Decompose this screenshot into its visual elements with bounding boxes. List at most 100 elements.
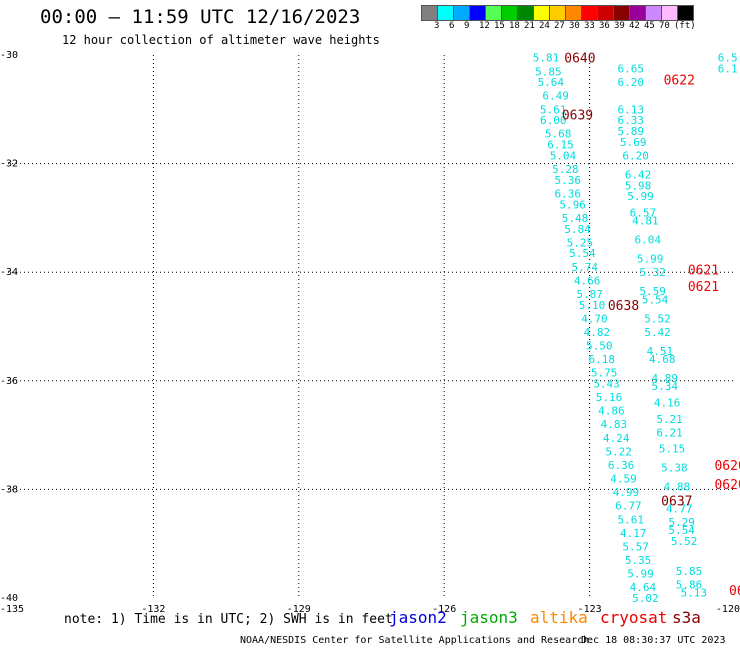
swh-value-label: 6.42 [625, 168, 652, 181]
swh-value-label: 6.49 [542, 90, 569, 103]
legend-tick-label: 30 [569, 21, 580, 31]
pass-time-label: 0621 [688, 280, 719, 295]
y-tick-label: -32 [0, 159, 18, 170]
swh-value-label: 4.59 [610, 473, 637, 486]
swh-value-label: 6.77 [615, 500, 642, 513]
swh-value-label: 5.64 [538, 76, 565, 89]
swh-value-label: 5.85 [676, 565, 703, 578]
swh-value-label: 5.43 [593, 378, 620, 391]
swh-value-label: 5.85 [535, 65, 562, 78]
y-tick-label: -40 [0, 593, 18, 604]
swh-value-label: 6.20 [622, 149, 649, 162]
swh-value-label: 5.54 [569, 247, 596, 260]
mission-label-s3a: s3a [672, 608, 701, 627]
pass-time-label: 0639 [562, 109, 593, 124]
pass-time-label: 0640 [564, 52, 595, 67]
swh-value-label: 5.96 [559, 198, 586, 211]
legend-tick-label: 12 [479, 21, 490, 31]
swh-value-label: 6.00 [540, 114, 567, 127]
swh-value-label: 5.38 [661, 462, 688, 475]
swh-value-label: 5.25 [567, 236, 594, 249]
y-tick-label: -38 [0, 484, 18, 495]
swh-value-label: 4.51 [647, 345, 674, 358]
swh-value-label: 5.10 [579, 299, 606, 312]
swh-value-label: 4.16 [654, 397, 681, 410]
swh-value-label: 4.86 [598, 405, 625, 418]
swh-value-label: 5.50 [586, 340, 613, 353]
x-tick-label: -126 [432, 604, 456, 615]
legend-tick-label: 70 [659, 21, 670, 31]
chart-subtitle: 12 hour collection of altimeter wave hei… [62, 33, 380, 47]
legend-tick-label: 6 [449, 21, 455, 31]
swh-value-label: 5.28 [552, 163, 579, 176]
swh-value-label: 5.99 [627, 190, 654, 203]
swh-value-label: 5.74 [572, 261, 599, 274]
x-tick-label: -135 [0, 604, 24, 615]
swh-value-label: 4.89 [651, 372, 678, 385]
swh-value-label: 5.22 [605, 445, 632, 458]
swh-value-label: 5.81 [533, 52, 560, 65]
legend-tick-label: 18 [509, 21, 520, 31]
legend-tick-label: 33 [584, 21, 595, 31]
swh-value-label: 5.42 [644, 326, 671, 339]
legend-tick-label: 27 [554, 21, 565, 31]
swh-value-label: 4.81 [632, 215, 659, 228]
swh-value-label: 6.36 [555, 187, 582, 200]
x-tick-label: -132 [141, 604, 165, 615]
pass-time-label: 0621 [688, 263, 719, 278]
swh-value-label: 5.13 [681, 587, 708, 600]
swh-value-label: 6.21 [656, 426, 683, 439]
swh-value-label: 5.61 [540, 103, 567, 116]
swh-color-legend [421, 5, 694, 21]
swh-value-label: 6.18 [588, 353, 615, 366]
legend-tick-label: 45 [644, 21, 655, 31]
x-tick-label: -129 [287, 604, 311, 615]
swh-value-label: 4.66 [574, 274, 601, 287]
swh-value-label: 4.68 [649, 353, 676, 366]
swh-value-label: 5.32 [639, 266, 666, 279]
pass-time-label: 0638 [608, 299, 639, 314]
mission-label-altika: altika [530, 608, 588, 627]
swh-value-label: 4.83 [601, 418, 628, 431]
swh-value-label: 4.77 [666, 502, 693, 515]
mission-label-jason3: jason3 [460, 608, 518, 627]
legend-tick-label: (ft) [674, 21, 696, 31]
x-tick-label: -123 [578, 604, 602, 615]
swh-value-label: 4.64 [630, 581, 657, 594]
swh-value-label: 5.69 [620, 136, 647, 149]
y-tick-label: -36 [0, 376, 18, 387]
footer-note: note: 1) Time is in UTC; 2) SWH is in fe… [64, 612, 393, 627]
swh-value-label: 5.54 [668, 524, 695, 537]
y-tick-label: -34 [0, 267, 18, 278]
swh-value-label: 5.59 [639, 285, 666, 298]
swh-value-label: 5.89 [618, 125, 645, 138]
legend-tick-label: 9 [464, 21, 470, 31]
swh-value-label: 5.16 [596, 391, 623, 404]
swh-value-label: 6.15 [547, 139, 574, 152]
credit-text: NOAA/NESDIS Center for Satellite Applica… [240, 635, 590, 646]
swh-value-label: 5.52 [644, 312, 671, 325]
swh-value-label: 6.57 [630, 206, 657, 219]
legend-tick-label: 21 [524, 21, 535, 31]
x-tick-label: -120 [716, 604, 740, 615]
swh-value-label: 4.24 [603, 432, 630, 445]
swh-value-label: 4.82 [584, 326, 611, 339]
swh-value-label: 6.13 [618, 103, 645, 116]
swh-value-label: 5.36 [555, 174, 582, 187]
swh-value-label: 4.88 [664, 481, 691, 494]
swh-value-label: 5.61 [618, 513, 645, 526]
generated-timestamp: Dec 18 08:30:37 UTC 2023 [581, 635, 726, 646]
swh-value-label: 5.02 [632, 592, 659, 605]
swh-value-label: 5.84 [564, 223, 591, 236]
legend-tick-label: 15 [494, 21, 505, 31]
swh-value-label: 6.36 [608, 459, 635, 472]
swh-value-label: 6.20 [618, 76, 645, 89]
mission-label-cryosat: cryosat [600, 608, 668, 627]
swh-value-label: 5.21 [656, 413, 683, 426]
swh-value-label: 5.48 [562, 212, 589, 225]
swh-value-label: 6.04 [635, 234, 662, 247]
swh-value-label: 5.99 [637, 253, 664, 266]
swh-value-label: 5.15 [659, 443, 686, 456]
